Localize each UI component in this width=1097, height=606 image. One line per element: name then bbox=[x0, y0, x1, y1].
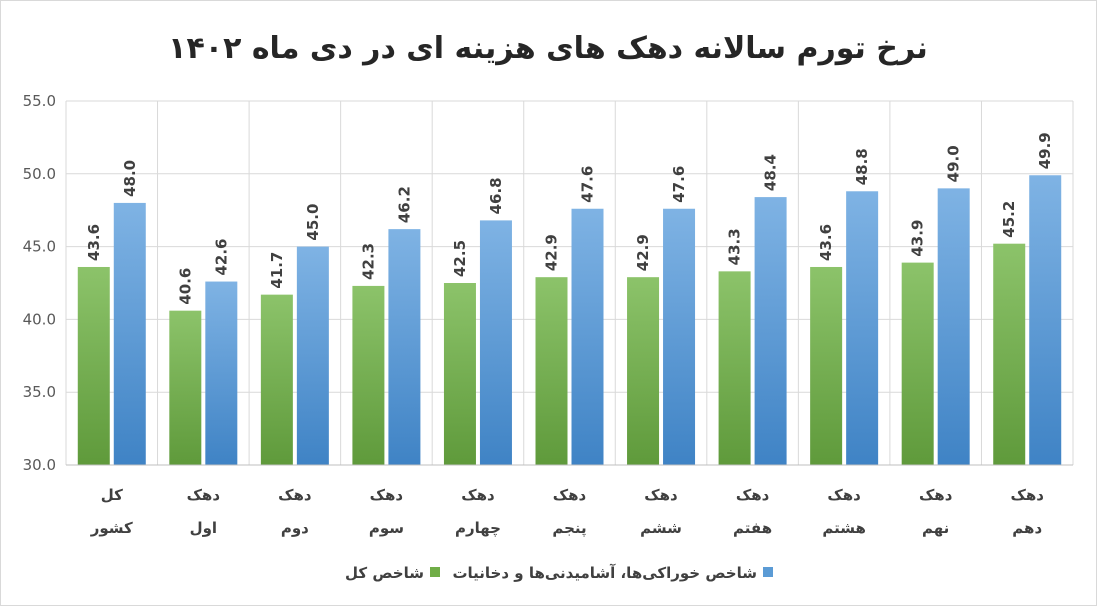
bar-food-index bbox=[205, 281, 238, 465]
data-label: 41.7 bbox=[268, 252, 286, 289]
bar-food-index bbox=[846, 191, 879, 465]
x-category-label: دهم bbox=[1012, 519, 1042, 537]
x-category-label: دهک bbox=[1010, 486, 1044, 504]
bar-food-index bbox=[937, 188, 970, 466]
data-label: 47.6 bbox=[670, 166, 688, 203]
data-label: 42.5 bbox=[451, 240, 469, 277]
data-label: 48.0 bbox=[121, 160, 139, 197]
bar-food-index bbox=[754, 197, 787, 465]
x-category-label: دهک bbox=[187, 486, 221, 504]
bar-food-index bbox=[479, 220, 512, 465]
data-label: 45.0 bbox=[304, 204, 322, 241]
data-labels: 43.6 48.0 40.6 42.6 41.7 45.0 42.3 46.2 42.5 46.8… bbox=[85, 132, 1054, 304]
legend-marker bbox=[430, 567, 440, 577]
x-category-label: کشور bbox=[90, 519, 133, 537]
x-category-label: دهک bbox=[644, 486, 678, 504]
x-category-label: دهک bbox=[461, 486, 495, 504]
x-category-label: اول bbox=[190, 519, 217, 537]
data-label: 43.9 bbox=[909, 220, 927, 257]
data-label: 49.9 bbox=[1036, 132, 1054, 169]
y-tick-label: 50.0 bbox=[23, 165, 56, 183]
gridlines bbox=[65, 100, 1074, 466]
x-category-label: هشتم bbox=[822, 519, 866, 537]
bars bbox=[77, 175, 1062, 466]
legend-marker bbox=[763, 567, 773, 577]
chart-title: نرخ تورم سالانه دهک های هزینه ای در دی م… bbox=[168, 31, 928, 66]
x-category-label: نهم bbox=[922, 519, 949, 537]
bar-total-index bbox=[535, 277, 568, 465]
bar-food-index bbox=[388, 229, 421, 465]
x-category-label: سوم bbox=[369, 519, 404, 537]
y-tick-label: 45.0 bbox=[23, 238, 56, 256]
y-tick-label: 35.0 bbox=[23, 383, 56, 401]
y-tick-label: 30.0 bbox=[23, 456, 56, 474]
x-category-label: دهک bbox=[278, 486, 312, 504]
bar-total-index bbox=[627, 277, 660, 465]
x-category-label: دهک bbox=[827, 486, 861, 504]
x-category-label: دهک bbox=[736, 486, 770, 504]
data-label: 45.2 bbox=[1000, 201, 1018, 238]
y-axis: 30.0 35.0 40.0 45.0 50.0 55.0 bbox=[23, 92, 56, 474]
x-category-label: پنجم bbox=[552, 519, 586, 538]
bar-total-index bbox=[77, 266, 110, 465]
x-axis: کل کشور دهک اول دهک دوم دهک سوم دهک چهارم دهک پنجم د… bbox=[66, 464, 1073, 538]
y-tick-label: 40.0 bbox=[23, 310, 56, 328]
bar-food-index bbox=[571, 208, 604, 465]
legend: شاخص خوراکی‌ها، آشامیدنی‌ها و دخانیات شاخ… bbox=[345, 564, 773, 582]
x-category-label: دوم bbox=[281, 519, 309, 537]
data-label: 40.6 bbox=[176, 268, 194, 305]
bar-total-index bbox=[443, 283, 476, 465]
data-label: 46.2 bbox=[395, 186, 413, 223]
data-label: 48.8 bbox=[853, 148, 871, 185]
data-label: 49.0 bbox=[945, 145, 963, 182]
data-label: 42.9 bbox=[634, 234, 652, 271]
y-tick-label: 55.0 bbox=[23, 92, 56, 110]
x-category-label: ششم bbox=[640, 519, 682, 537]
bar-total-index bbox=[901, 262, 934, 465]
legend-label: شاخص کل bbox=[345, 564, 424, 582]
data-label: 43.6 bbox=[85, 224, 103, 261]
data-label: 42.9 bbox=[543, 234, 561, 271]
x-category-label: چهارم bbox=[455, 519, 501, 538]
x-category-label: دهک bbox=[553, 486, 587, 504]
bar-total-index bbox=[718, 271, 751, 465]
data-label: 47.6 bbox=[579, 166, 597, 203]
data-label: 42.3 bbox=[359, 243, 377, 280]
bar-food-index bbox=[296, 246, 329, 465]
bar-food-index bbox=[113, 202, 146, 466]
data-label: 46.8 bbox=[487, 177, 505, 214]
bar-food-index bbox=[663, 208, 696, 465]
x-category-label: هفتم bbox=[733, 519, 772, 537]
legend-label: شاخص خوراکی‌ها، آشامیدنی‌ها و دخانیات bbox=[452, 564, 757, 582]
bar-total-index bbox=[993, 243, 1026, 465]
data-label: 43.3 bbox=[726, 228, 744, 265]
x-category-label: دهک bbox=[370, 486, 404, 504]
data-label: 48.4 bbox=[762, 154, 780, 191]
x-category-label: کل bbox=[101, 486, 123, 504]
bar-total-index bbox=[352, 285, 385, 465]
data-label: 43.6 bbox=[817, 224, 835, 261]
bar-total-index bbox=[169, 310, 202, 465]
bar-total-index bbox=[810, 266, 843, 465]
data-label: 42.6 bbox=[212, 239, 230, 276]
x-category-label: دهک bbox=[919, 486, 953, 504]
bar-food-index bbox=[1029, 175, 1062, 466]
bar-total-index bbox=[260, 294, 293, 465]
